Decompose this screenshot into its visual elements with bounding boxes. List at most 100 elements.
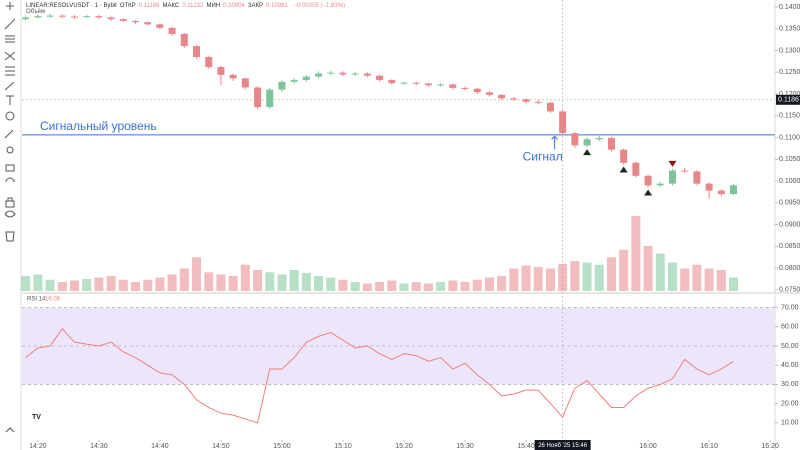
y-tick-label: 0.07500 [779,287,800,294]
candle-body [583,139,591,146]
candle-body [70,16,78,18]
volume-bar [497,276,507,291]
x-tick-label: 15:00 [273,443,291,450]
tool-icons[interactable] [4,2,16,433]
candle-body [534,101,542,103]
candle-body [730,185,738,195]
volume-bar [106,276,116,291]
candle-body [266,89,274,108]
volume-bar [533,267,543,291]
field-value: 0.11232 [182,3,204,9]
volume-bar [240,264,250,291]
candle-body [46,15,54,17]
candle-body [351,73,359,75]
symbol: LINEAR:RESOLVUSDT · 1 · Bybit [26,3,117,9]
volume-bar [680,268,690,291]
x-tick-label: 16:10 [700,443,718,450]
rsi-tick-label: 60.00 [781,324,799,331]
volume-bar [729,277,739,291]
candle-body [180,33,188,47]
candle-body [144,22,152,25]
signal-arrow [551,135,559,150]
field-value: 0.10981 [265,3,288,9]
volume-bar [460,282,470,291]
volume-bar [301,273,311,291]
candle-body [705,183,713,191]
candle-body [290,80,298,82]
volume-bar [521,265,531,291]
buy-signal [583,149,592,156]
field-value: 0.10904 [223,3,245,9]
candle-body [400,82,408,84]
volume-bar [606,257,616,291]
candle-body [193,46,201,58]
volume-bar [570,261,580,291]
candle-body [681,170,689,172]
candle-body [315,73,323,77]
candle-body [412,82,420,84]
volume-bar [338,279,348,291]
volume-bar [582,262,592,291]
rsi-name: RSI 14 [27,297,46,303]
candle-body [571,133,579,146]
candle-body [595,137,603,140]
volume-bar [509,268,519,291]
buy-signal [644,189,653,196]
volume-bar [375,282,385,291]
candle-body [254,87,262,108]
candle-body [644,175,652,186]
volume-bar [655,253,665,291]
volume-bar [399,283,409,291]
volume-bar [82,279,92,291]
volume-bar [643,246,653,291]
candle-body [437,84,445,86]
volume-bar [423,283,433,291]
volume-bar [326,277,336,291]
candle-body [363,73,371,76]
rsi-tick-label: 50.00 [781,343,799,350]
candle-body [168,27,176,34]
candle-body [668,170,676,184]
x-tick-label: 14:20 [29,443,47,450]
volume-bar [57,282,67,291]
candle-body [693,171,701,184]
candle-body [717,190,725,195]
crosshair-price-box [776,94,800,105]
volume-bar [716,270,726,291]
volume-bar [558,264,568,291]
field-value: 0.11186 [138,3,160,9]
rsi-line [25,327,734,424]
volume-bar [69,280,79,291]
volume-bar [94,277,104,291]
volume-bar [118,279,128,291]
candle-body [498,94,506,99]
candle-body [632,162,640,176]
candle-body [302,76,310,81]
volume-bar [155,277,165,291]
candle-body [95,16,103,18]
volume-bar [143,279,153,291]
volume-bar [130,282,140,291]
candle-body [461,87,469,89]
volume-bar [277,274,287,291]
candle-body [156,24,164,28]
legend-header: LINEAR:RESOLVUSDT · 1 · Bybit ОТКР 0.11186… [26,3,348,15]
signal-level-label: Сигнальный уровень [40,119,157,133]
candle-body [388,80,396,84]
change: −0.00205 (−1.83%) [293,3,346,9]
volume-bar [350,282,360,291]
candle-body [376,75,384,81]
rsi-tick-label: 30.00 [781,381,799,388]
volume-bar [667,262,677,291]
volume-bar [192,257,202,291]
rsi-tick-label: 40.00 [781,362,799,369]
